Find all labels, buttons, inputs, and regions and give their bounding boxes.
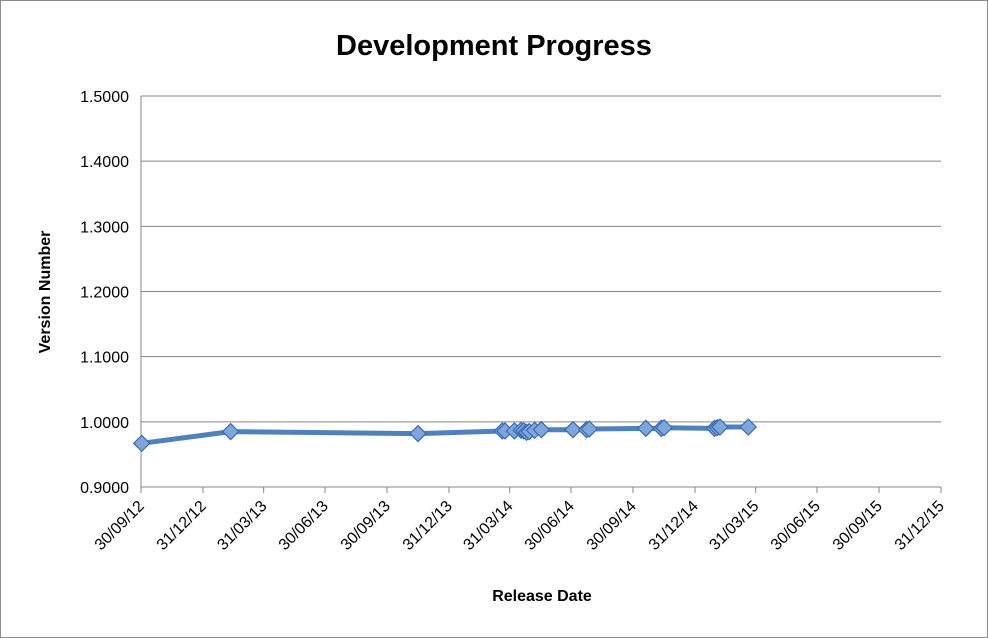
data-point [711,418,729,436]
x-tick-label: 31/12/15 [892,498,948,554]
y-tick-label: 1.1000 [80,350,129,367]
x-tick-label: 30/06/15 [768,498,824,554]
data-point [655,418,673,437]
x-tick-label: 30/09/12 [92,498,148,554]
x-tick-label: 31/03/13 [214,498,270,554]
data-point [564,420,582,439]
data-point [739,418,758,436]
x-tick-label: 30/09/13 [338,498,394,554]
data-point [532,420,551,439]
chart-title: Development Progress [336,30,652,62]
data-point [409,424,427,443]
x-axis-label: Release Date [492,588,592,605]
x-tick-label: 31/12/14 [646,498,702,554]
x-tick-label: 30/06/14 [522,498,578,554]
x-tick-label: 30/06/13 [276,498,332,554]
x-tick-label: 31/03/14 [460,498,516,554]
x-tick-label: 31/12/13 [400,498,456,554]
y-tick-label: 1.4000 [80,154,129,171]
x-tick-label: 30/09/15 [830,498,886,554]
y-tick-label: 1.3000 [80,219,129,236]
data-point [221,422,240,441]
data-point [580,420,599,438]
y-tick-label: 1.2000 [80,285,129,302]
x-tick-label: 31/03/15 [706,498,762,554]
data-point [132,434,151,453]
y-tick-label: 0.9000 [80,480,129,497]
x-tick-label: 31/12/12 [154,498,210,554]
y-tick-label: 1.5000 [80,89,129,106]
y-tick-label: 1.0000 [80,415,129,432]
x-tick-label: 30/09/14 [584,498,640,554]
data-point [636,419,655,438]
